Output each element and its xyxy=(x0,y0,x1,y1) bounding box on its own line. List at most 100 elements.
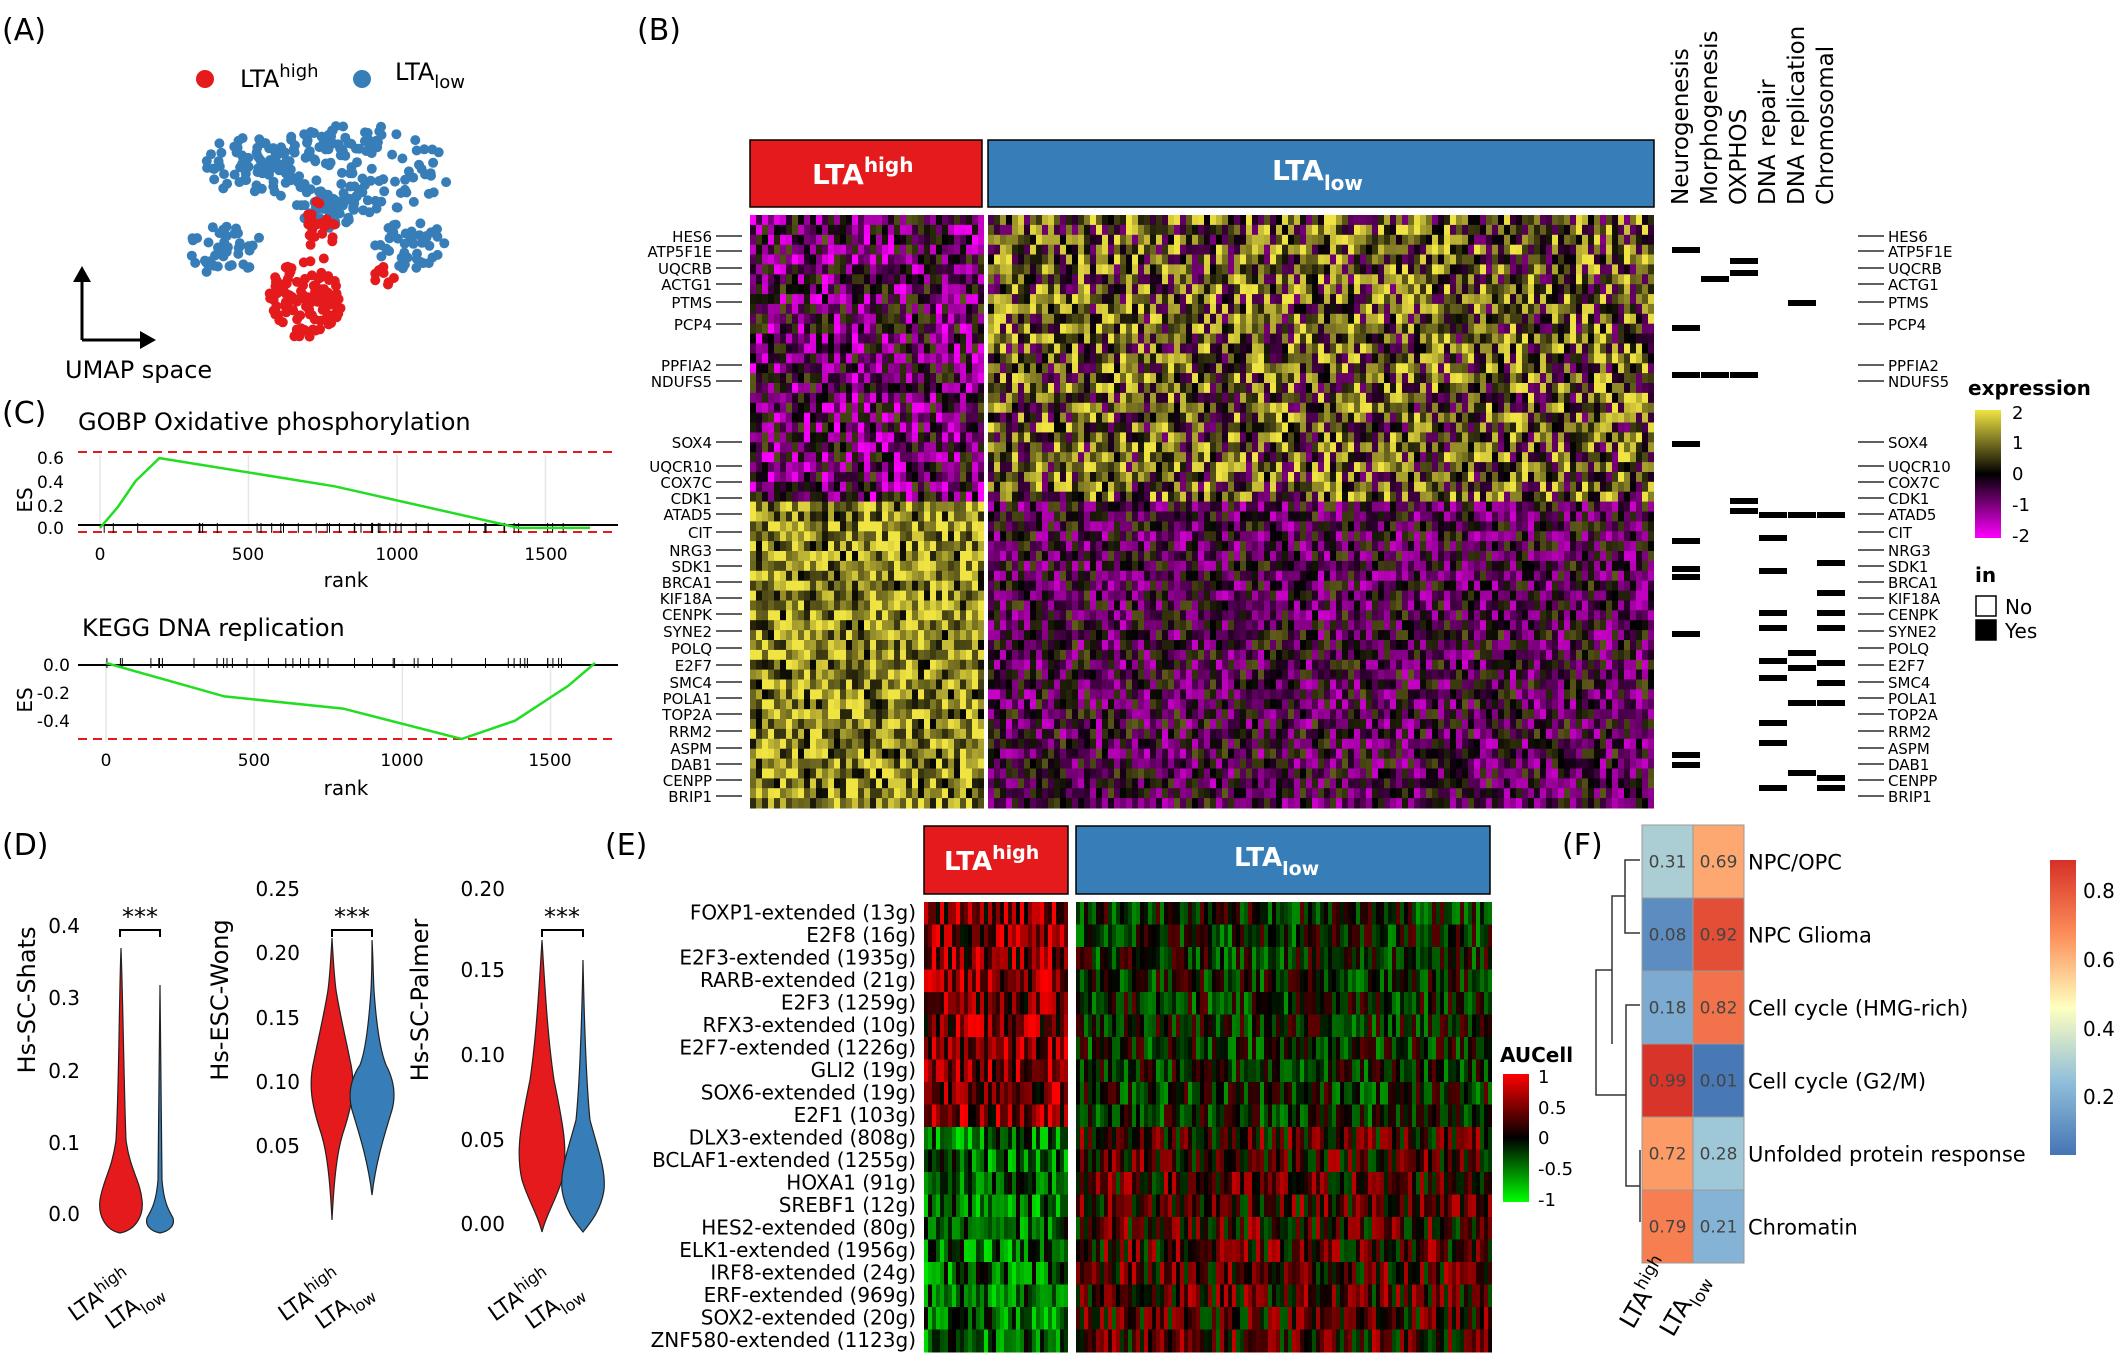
heatmap-b-cell xyxy=(1282,294,1288,305)
heatmap-b-cell xyxy=(1126,442,1132,453)
heatmap-b-cell xyxy=(1096,284,1102,295)
heatmap-b-cell xyxy=(1234,422,1240,433)
heatmap-b-cell xyxy=(1576,452,1582,463)
heatmap-b-cell xyxy=(1540,254,1546,265)
heatmap-b-cell xyxy=(1036,402,1042,414)
heatmap-b-cell xyxy=(972,422,978,433)
heatmap-b-cell xyxy=(768,284,774,295)
heatmap-b-cell xyxy=(1240,224,1246,236)
heatmap-b-cell xyxy=(864,313,870,325)
umap-point-low xyxy=(206,149,216,160)
heatmap-b-cell xyxy=(900,303,906,315)
heatmap-b-cell xyxy=(978,343,984,354)
heatmap-b-cell xyxy=(948,462,954,473)
heatmap-b-cell xyxy=(1582,452,1588,463)
heatmap-b-cell xyxy=(1018,422,1024,433)
heatmap-b-cell xyxy=(1480,264,1486,275)
heatmap-b-cell xyxy=(1396,402,1402,414)
heatmap-b-cell xyxy=(1384,412,1390,424)
heatmap-b-cell xyxy=(1252,303,1258,315)
heatmap-b-cell xyxy=(936,244,942,256)
heatmap-b-cell xyxy=(1510,373,1516,384)
heatmap-b-cell xyxy=(912,432,918,443)
heatmap-b-cell xyxy=(1504,392,1510,404)
heatmap-b-cell xyxy=(1132,472,1138,483)
heatmap-b-cell xyxy=(1072,462,1078,473)
heatmap-b-cell xyxy=(1546,224,1552,236)
heatmap-b-cell xyxy=(966,284,972,295)
heatmap-b-cell xyxy=(1030,323,1036,335)
heatmap-b-cell xyxy=(1498,402,1504,414)
heatmap-b-cell xyxy=(966,452,972,463)
heatmap-b-cell xyxy=(1036,432,1042,443)
heatmap-b-cell xyxy=(1498,264,1504,275)
heatmap-b-cell xyxy=(1192,422,1198,433)
heatmap-b-cell xyxy=(1198,264,1204,275)
heatmap-b-cell xyxy=(1474,353,1480,364)
heatmap-b-cell xyxy=(1648,353,1654,364)
heatmap-b-cell xyxy=(876,432,882,443)
heatmap-b-cell xyxy=(1456,363,1462,374)
heatmap-b-cell xyxy=(1366,432,1372,443)
heatmap-b-cell xyxy=(1384,313,1390,325)
heatmap-b-cell xyxy=(936,284,942,295)
heatmap-b-cell xyxy=(834,472,840,483)
heatmap-b-cell xyxy=(1108,313,1114,325)
heatmap-b-cell xyxy=(1414,303,1420,315)
heatmap-b-cell xyxy=(1576,274,1582,285)
heatmap-b-cell xyxy=(1252,402,1258,414)
heatmap-b-cell xyxy=(828,402,834,414)
heatmap-b-cell xyxy=(1138,264,1144,275)
heatmap-b-cell xyxy=(1240,412,1246,424)
heatmap-b-cell xyxy=(1132,323,1138,335)
heatmap-b-cell xyxy=(1378,383,1384,394)
heatmap-b-cell xyxy=(954,432,960,443)
heatmap-b-cell xyxy=(1348,363,1354,374)
panel-label-c: (C) xyxy=(2,396,46,431)
heatmap-b-cell xyxy=(1180,491,1186,503)
heatmap-b-cell xyxy=(1486,402,1492,414)
heatmap-b-cell xyxy=(936,383,942,394)
heatmap-b-cell xyxy=(1318,215,1324,226)
heatmap-b-cell xyxy=(1120,383,1126,394)
heatmap-b-cell xyxy=(1210,373,1216,384)
umap-point-high xyxy=(370,275,381,286)
heatmap-b-cell xyxy=(1600,402,1606,414)
heatmap-b-cell xyxy=(1090,462,1096,473)
heatmap-b-cell xyxy=(960,224,966,236)
heatmap-b-cell xyxy=(1132,353,1138,364)
umap-point-high xyxy=(332,303,343,314)
heatmap-b-cell xyxy=(1180,392,1186,404)
heatmap-b-cell xyxy=(918,373,924,384)
heatmap-b-cell xyxy=(1144,244,1150,256)
heatmap-b-cell xyxy=(1444,234,1450,246)
heatmap-b-cell xyxy=(1546,313,1552,325)
heatmap-b-cell xyxy=(1246,432,1252,443)
heatmap-b-cell xyxy=(930,303,936,315)
heatmap-b-cell xyxy=(942,432,948,443)
heatmap-b-cell xyxy=(1114,244,1120,256)
heatmap-b-cell xyxy=(918,462,924,473)
heatmap-b-cell xyxy=(1630,333,1636,344)
heatmap-b-cell xyxy=(750,303,756,315)
heatmap-b-cell xyxy=(780,234,786,246)
umap-point-low xyxy=(234,241,245,252)
heatmap-b-cell xyxy=(1120,481,1126,493)
heatmap-b-cell xyxy=(906,234,912,246)
umap-point-high xyxy=(311,196,322,207)
heatmap-b-cell xyxy=(1462,234,1468,246)
heatmap-b-cell xyxy=(1600,294,1606,305)
heatmap-b-cell xyxy=(988,491,994,503)
heatmap-b-cell xyxy=(1216,402,1222,414)
heatmap-b-cell xyxy=(1114,215,1120,226)
heatmap-b-cell xyxy=(1576,412,1582,424)
heatmap-b-cell xyxy=(1144,412,1150,424)
heatmap-b-cell xyxy=(1390,284,1396,295)
heatmap-b-cell xyxy=(1270,323,1276,335)
heatmap-b-cell xyxy=(936,274,942,285)
heatmap-b-cell xyxy=(1462,452,1468,463)
heatmap-b-cell xyxy=(810,353,816,364)
heatmap-b-cell xyxy=(1342,373,1348,384)
heatmap-b-cell xyxy=(1318,383,1324,394)
heatmap-b-cell xyxy=(954,254,960,265)
